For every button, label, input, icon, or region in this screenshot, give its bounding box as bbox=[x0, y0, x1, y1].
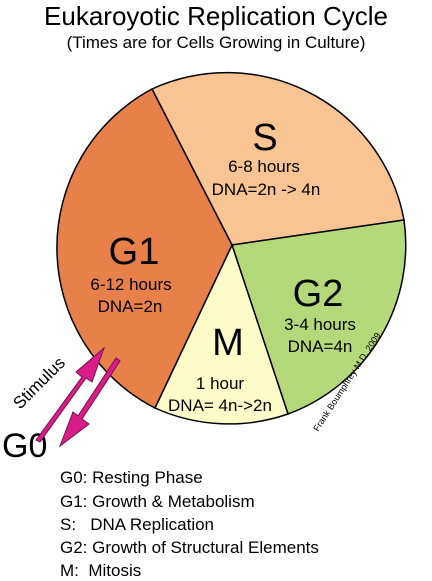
legend-m: M: Mitosis bbox=[60, 561, 142, 580]
m-phase-label: M bbox=[212, 322, 244, 364]
g1-phase-sector bbox=[56, 87, 233, 410]
m-phase-time: 1 hour bbox=[196, 374, 245, 393]
stimulus-label: Stimulus bbox=[9, 353, 69, 413]
diagram-title: Eukaroyotic Replication Cycle bbox=[44, 1, 388, 31]
stimulus-arrow-to-g1-icon bbox=[35, 346, 106, 443]
arrow-to-g0-icon bbox=[58, 357, 121, 448]
legend-s: S: DNA Replication bbox=[60, 515, 215, 534]
g2-phase-dna: DNA=4n bbox=[288, 337, 353, 356]
g2-phase-time: 3-4 hours bbox=[284, 315, 356, 334]
m-phase-sector bbox=[153, 242, 289, 425]
s-phase-time: 6-8 hours bbox=[228, 157, 300, 176]
g1-phase-time: 6-12 hours bbox=[90, 275, 171, 294]
legend-g1: G1: Growth & Metabolism bbox=[60, 492, 255, 511]
g0-label: G0 bbox=[2, 427, 47, 465]
s-phase-label: S bbox=[252, 117, 277, 159]
diagram-subtitle: (Times are for Cells Growing in Culture) bbox=[66, 33, 366, 52]
g2-phase-sector bbox=[231, 219, 407, 415]
g1-phase-dna: DNA=2n bbox=[98, 297, 163, 316]
s-phase-sector bbox=[150, 71, 405, 246]
s-phase-dna: DNA=2n -> 4n bbox=[212, 180, 321, 199]
g2-phase-label: G2 bbox=[293, 273, 344, 315]
legend-g2: G2: Growth of Structural Elements bbox=[60, 538, 319, 557]
g1-phase-label: G1 bbox=[109, 231, 160, 273]
legend-g0: G0: Resting Phase bbox=[60, 468, 203, 487]
m-phase-dna: DNA= 4n->2n bbox=[168, 396, 272, 415]
